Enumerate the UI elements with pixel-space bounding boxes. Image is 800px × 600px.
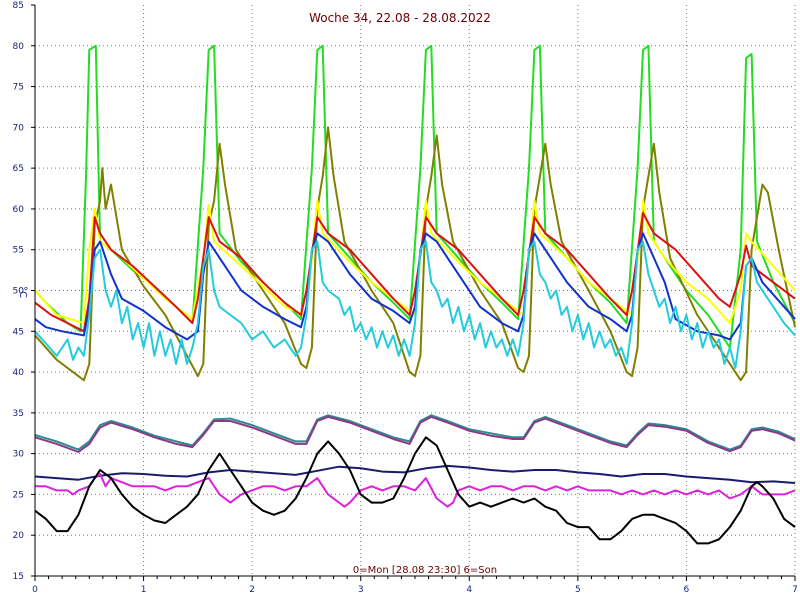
chart-footer: 0=Mon [28.08 23:30] 6=Son: [353, 565, 497, 576]
series-line: [34, 212, 796, 333]
y-tick-label: 55: [13, 246, 24, 256]
y-tick-label: 15: [13, 572, 24, 582]
series-line: [34, 415, 796, 453]
x-tick-label: 5: [575, 585, 581, 595]
y-tick-label: 35: [13, 409, 24, 419]
chart-title: Woche 34, 22.08 - 28.08.2022: [309, 11, 491, 25]
y-tick-label: 60: [13, 205, 25, 215]
x-tick-label: 6: [684, 585, 690, 595]
y-tick-label: 75: [13, 83, 24, 93]
x-tick-label: 7: [792, 585, 798, 595]
x-tick-label: 0: [32, 585, 38, 595]
y-tick-label: 45: [13, 327, 24, 337]
series-line: [34, 126, 796, 382]
y-axis-unit: °C: [17, 286, 28, 298]
x-tick-label: 3: [358, 585, 364, 595]
x-tick-label: 1: [141, 585, 147, 595]
series-line: [34, 414, 796, 451]
series-line: [34, 464, 796, 484]
series-line: [34, 240, 796, 369]
y-tick-label: 50: [13, 287, 25, 297]
series-group: [34, 44, 796, 545]
y-tick-label: 70: [13, 123, 25, 133]
series-line: [34, 436, 796, 545]
y-tick-label: 80: [13, 42, 25, 52]
y-tick-label: 85: [13, 1, 24, 11]
y-tick-label: 30: [13, 450, 25, 460]
y-tick-label: 20: [13, 531, 25, 541]
y-tick-label: 40: [13, 368, 25, 378]
y-tick-label: 25: [13, 490, 24, 500]
x-tick-label: 4: [466, 585, 472, 595]
x-tick-label: 2: [249, 585, 255, 595]
y-tick-label: 65: [13, 164, 24, 174]
